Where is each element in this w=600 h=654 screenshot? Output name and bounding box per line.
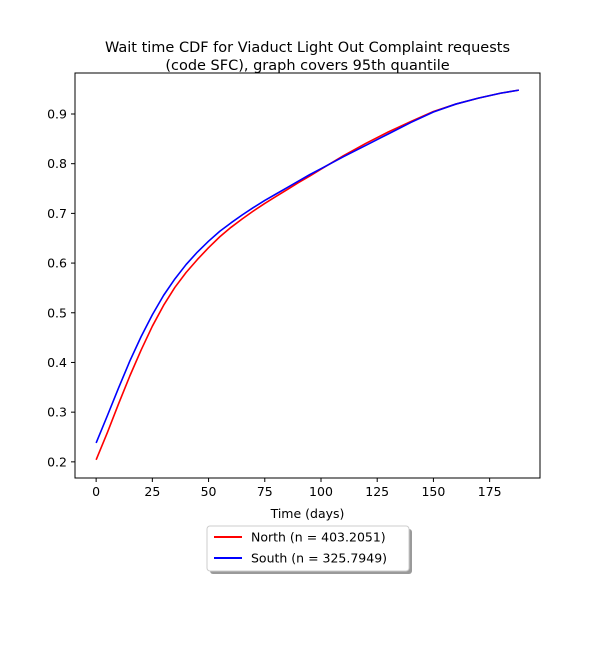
x-tick-label: 100 [309,484,333,499]
x-tick-label: 50 [201,484,217,499]
series-line-north [95,89,519,461]
x-tick-label: 125 [365,484,389,499]
y-tick-label: 0.7 [47,206,67,221]
legend-box [206,525,410,572]
y-tick-label: 0.3 [47,405,67,420]
y-tick-label: 0.6 [47,256,67,271]
legend-label-south: South (n = 325.7949) [251,551,387,566]
y-axis-ticks: 0.2 0.3 0.4 0.5 0.6 0.7 0.8 0.9 [47,106,75,469]
x-tick-label: 25 [144,484,160,499]
legend-label-north: North (n = 403.2051) [251,530,386,545]
y-tick-label: 0.2 [47,454,67,469]
x-tick-label: 75 [257,484,273,499]
x-tick-label: 150 [421,484,445,499]
legend: North (n = 403.2051) South (n = 325.7949… [206,525,412,574]
axes-frame [74,72,541,479]
y-tick-label: 0.8 [47,156,67,171]
x-tick-label: 0 [92,484,100,499]
x-axis-ticks: 0 25 50 75 100 125 150 175 [92,478,502,499]
y-tick-label: 0.9 [47,106,67,121]
x-tick-label: 175 [478,484,502,499]
series-line-south [95,89,519,444]
chart-title-line1: Wait time CDF for Viaduct Light Out Comp… [105,40,510,56]
y-tick-label: 0.4 [47,355,67,370]
x-axis-label: Time (days) [270,506,345,521]
y-tick-label: 0.5 [47,305,67,320]
chart-title-line2: (code SFC), graph covers 95th quantile [165,58,449,74]
series-lines [95,89,519,461]
